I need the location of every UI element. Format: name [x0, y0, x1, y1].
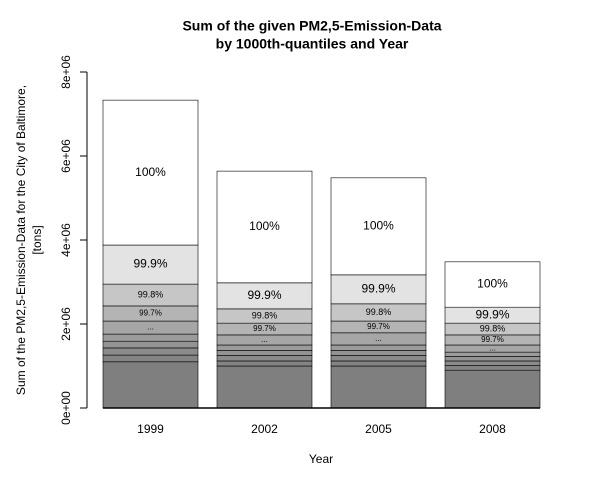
segment-label: 99.7%: [481, 335, 504, 344]
segment-label: 99.9%: [247, 288, 281, 302]
bar-segment: [102, 333, 199, 342]
bar-segment: [216, 355, 313, 362]
segment-label: 100%: [249, 219, 280, 233]
segment-label: 99.8%: [480, 323, 506, 333]
bar-segment: [216, 360, 313, 367]
segment-label: ...: [489, 344, 496, 353]
bar-segment: [330, 344, 427, 351]
segment-label: 99.7%: [367, 322, 390, 331]
y-tick-label: 8e+06: [59, 55, 73, 89]
y-tick-label: 4e+06: [59, 223, 73, 257]
bar-segment: [444, 261, 541, 308]
bar-segment: [216, 344, 313, 351]
segment-label: 99.9%: [133, 257, 167, 271]
y-tick-label: 6e+06: [59, 139, 73, 173]
bar-segment: [102, 361, 199, 409]
segment-label: 99.7%: [139, 309, 162, 318]
bar-segment: [102, 244, 199, 285]
bar-segment: [330, 274, 427, 305]
y-axis-label: Sum of the PM2,5-Emission-Data for the C…: [14, 85, 28, 395]
bar-segment: [216, 282, 313, 310]
segment-label: 100%: [363, 219, 394, 233]
x-tick-label: 1999: [137, 422, 164, 436]
bar-segment: [330, 355, 427, 362]
bar-segment: [216, 365, 313, 409]
x-axis-label: Year: [309, 452, 333, 466]
x-tick-label: 2005: [365, 422, 392, 436]
segment-label: ...: [261, 335, 268, 344]
bar-segment: [216, 170, 313, 284]
segment-label: 100%: [477, 277, 508, 291]
segment-label: 100%: [135, 165, 166, 179]
segment-label: 99.8%: [366, 307, 392, 317]
y-axis-label: [tons]: [30, 225, 44, 254]
segment-label: 99.9%: [475, 307, 509, 321]
bar-segment: [102, 99, 199, 246]
bar-segment: [444, 369, 541, 409]
segment-label: 99.8%: [252, 310, 278, 320]
segment-label: 99.9%: [361, 282, 395, 296]
bar-segment: [330, 177, 427, 276]
y-tick-label: 0e+00: [59, 391, 73, 425]
x-tick-label: 2002: [251, 422, 278, 436]
bar-segment: [330, 365, 427, 409]
chart-title: Sum of the given PM2,5-Emission-Data: [182, 18, 441, 34]
bar-segment: [444, 356, 541, 362]
segment-label: ...: [375, 334, 382, 343]
segment-label: 99.8%: [138, 289, 164, 299]
y-tick-label: 2e+06: [59, 307, 73, 341]
bar-segment: [444, 360, 541, 366]
bar-segment: [102, 354, 199, 363]
bar-segment: [444, 365, 541, 371]
bar-segment: [102, 340, 199, 349]
bar-segment: [102, 347, 199, 356]
bar-segment: [330, 350, 427, 356]
chart-title: by 1000th-quantiles and Year: [216, 36, 409, 52]
x-tick-label: 2008: [479, 422, 506, 436]
bar-segment: [330, 360, 427, 367]
segment-label: ...: [147, 323, 154, 332]
bar-segment: [444, 351, 541, 357]
segment-label: 99.7%: [253, 324, 276, 333]
bar-segment: [216, 350, 313, 356]
